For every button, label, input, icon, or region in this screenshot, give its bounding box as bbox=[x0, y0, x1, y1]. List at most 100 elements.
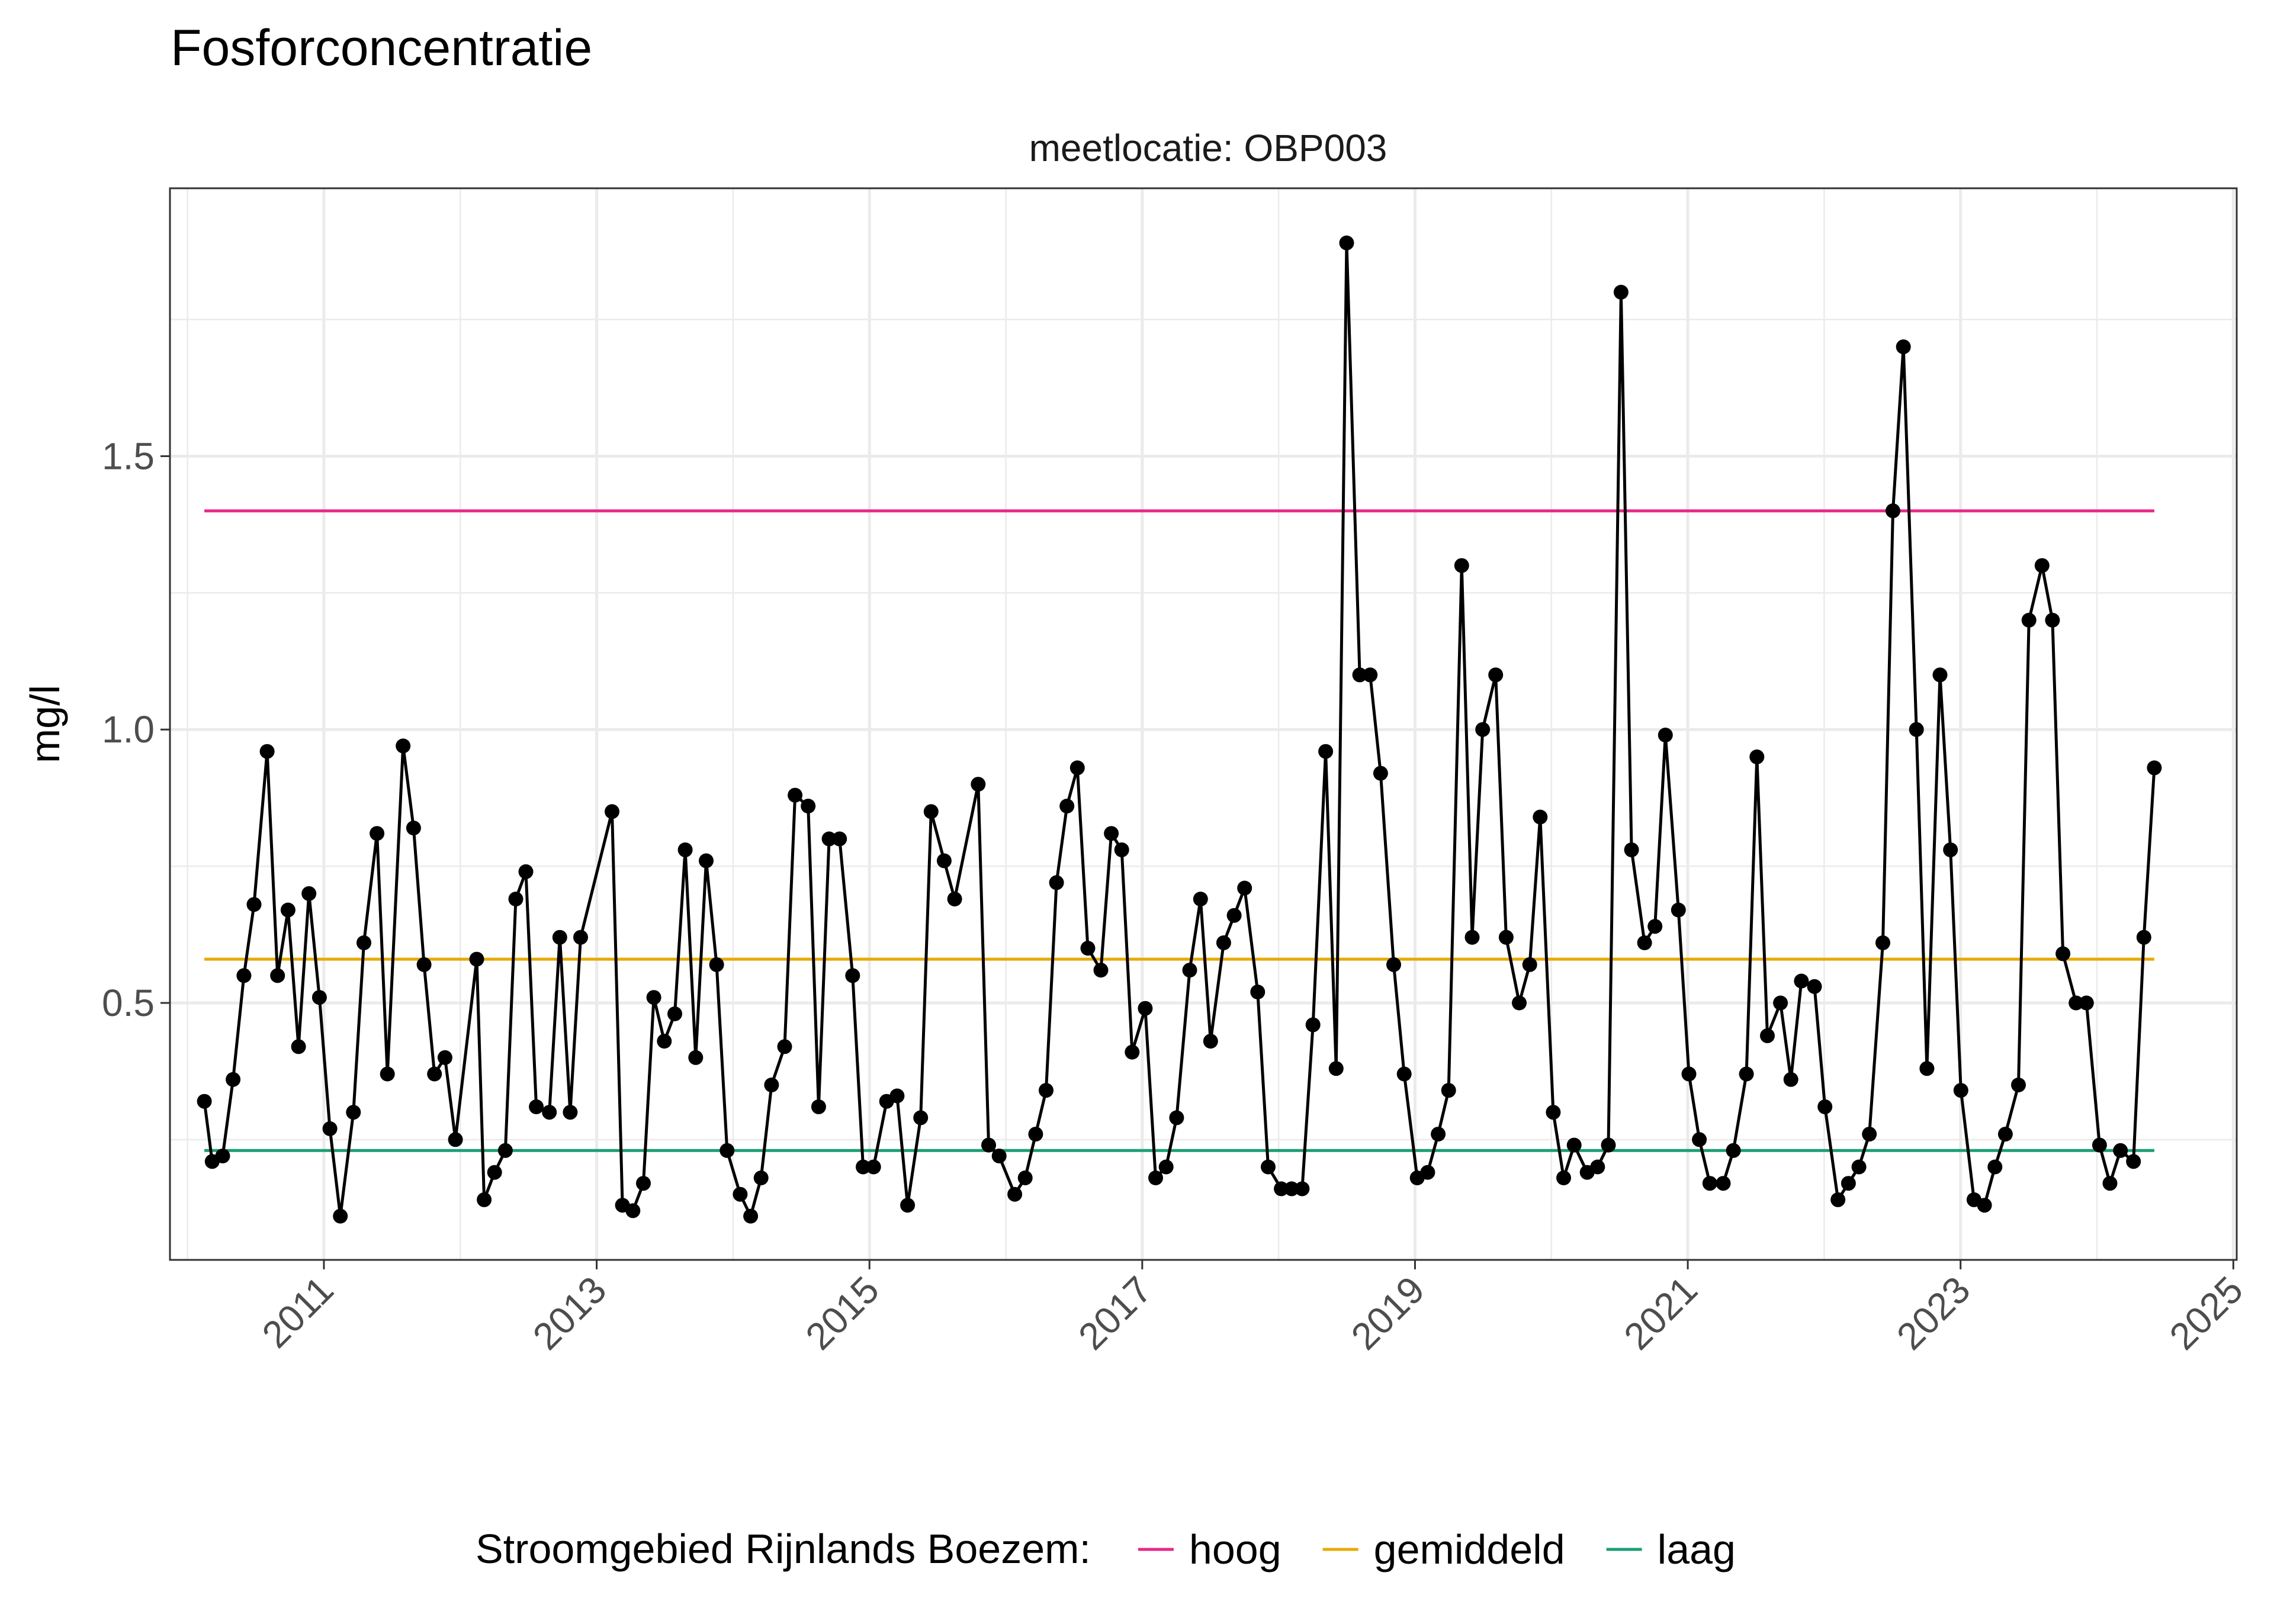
data-point bbox=[1216, 935, 1231, 950]
data-point bbox=[1441, 1083, 1456, 1098]
data-point bbox=[1851, 1159, 1867, 1175]
data-point bbox=[1104, 826, 1119, 841]
plot-panel bbox=[170, 188, 2237, 1260]
data-point bbox=[1716, 1176, 1731, 1191]
data-point bbox=[699, 853, 714, 869]
data-point bbox=[1997, 1127, 2013, 1142]
series-line bbox=[203, 241, 2156, 1218]
data-point bbox=[1182, 963, 1197, 978]
legend-label-laag: laag bbox=[1658, 1526, 1736, 1572]
data-point bbox=[605, 804, 619, 819]
data-point bbox=[311, 990, 327, 1005]
data-point bbox=[1007, 1186, 1023, 1202]
data-point bbox=[370, 826, 385, 841]
data-point bbox=[356, 935, 371, 950]
data-point bbox=[1250, 985, 1266, 999]
data-point bbox=[1681, 1066, 1697, 1082]
legend-label-hoog: hoog bbox=[1189, 1526, 1281, 1572]
data-point bbox=[396, 738, 411, 754]
data-point bbox=[1896, 339, 1911, 355]
data-point bbox=[529, 1099, 544, 1114]
data-point bbox=[1943, 842, 1958, 857]
data-point bbox=[636, 1176, 651, 1191]
data-point bbox=[573, 930, 588, 945]
data-point bbox=[1726, 1143, 1741, 1158]
data-point bbox=[1556, 1170, 1571, 1185]
data-point bbox=[1692, 1132, 1707, 1147]
data-point bbox=[801, 799, 816, 813]
data-point bbox=[1546, 1105, 1561, 1120]
data-point bbox=[1420, 1165, 1435, 1180]
data-point bbox=[1522, 957, 1537, 972]
data-point bbox=[1488, 667, 1504, 683]
data-point bbox=[1158, 1159, 1174, 1175]
data-point bbox=[1093, 963, 1109, 978]
data-point bbox=[1987, 1159, 2003, 1175]
data-point bbox=[1498, 930, 1514, 945]
data-point bbox=[508, 892, 523, 906]
data-point bbox=[1807, 979, 1822, 994]
data-point bbox=[2069, 995, 2084, 1011]
data-point bbox=[1305, 1017, 1321, 1033]
data-point bbox=[1601, 1137, 1616, 1153]
data-point bbox=[733, 1186, 748, 1202]
data-point bbox=[1830, 1192, 1846, 1207]
grid-major bbox=[170, 188, 2237, 1260]
data-point bbox=[856, 1159, 871, 1175]
data-point bbox=[1590, 1159, 1605, 1175]
data-point bbox=[1512, 995, 1527, 1011]
y-axis: 0.5 1.0 1.5 bbox=[102, 435, 170, 1024]
data-point bbox=[1138, 1001, 1153, 1016]
data-point bbox=[280, 902, 296, 918]
data-point bbox=[2055, 946, 2071, 961]
data-point bbox=[688, 1050, 704, 1065]
data-point bbox=[1953, 1083, 1968, 1098]
data-point bbox=[811, 1099, 826, 1114]
data-point bbox=[1658, 728, 1673, 742]
data-point bbox=[552, 930, 567, 945]
data-point bbox=[971, 777, 986, 792]
data-point bbox=[1862, 1127, 1877, 1142]
data-point bbox=[1533, 809, 1548, 825]
data-point bbox=[226, 1072, 241, 1087]
data-point bbox=[542, 1105, 557, 1120]
data-point bbox=[667, 1006, 682, 1021]
data-point bbox=[743, 1208, 759, 1224]
data-point bbox=[1274, 1181, 1289, 1197]
data-point bbox=[563, 1105, 578, 1120]
data-point bbox=[1284, 1181, 1299, 1197]
data-point bbox=[657, 1034, 672, 1049]
data-point bbox=[936, 853, 952, 869]
data-point bbox=[1977, 1198, 1992, 1213]
data-point bbox=[1637, 935, 1652, 950]
data-point bbox=[1909, 722, 1924, 737]
data-point bbox=[1363, 667, 1378, 683]
data-point bbox=[1932, 667, 1948, 683]
y-axis-title: mg/l bbox=[22, 685, 68, 763]
chart-title: Fosforconcentratie bbox=[171, 20, 592, 76]
data-point bbox=[1739, 1066, 1754, 1082]
data-point bbox=[1919, 1061, 1935, 1076]
facet-label: meetlocatie: OBP003 bbox=[1029, 127, 1387, 169]
data-point bbox=[2079, 995, 2094, 1011]
data-point bbox=[1647, 919, 1663, 934]
data-point bbox=[215, 1149, 230, 1163]
data-point bbox=[1226, 908, 1242, 923]
data-point bbox=[1237, 880, 1252, 896]
data-point bbox=[2034, 558, 2050, 573]
data-point bbox=[518, 864, 534, 879]
data-point bbox=[1773, 995, 1788, 1011]
data-point bbox=[197, 1094, 212, 1109]
data-point bbox=[1624, 842, 1639, 857]
data-point bbox=[1339, 235, 1354, 250]
data-point bbox=[991, 1149, 1007, 1163]
data-point bbox=[427, 1066, 442, 1082]
data-point bbox=[1017, 1170, 1033, 1185]
data-point bbox=[709, 957, 724, 972]
data-point bbox=[1783, 1072, 1798, 1087]
data-point bbox=[1039, 1083, 1054, 1098]
data-point bbox=[333, 1208, 348, 1224]
data-point bbox=[821, 831, 837, 847]
data-point bbox=[1817, 1099, 1833, 1114]
